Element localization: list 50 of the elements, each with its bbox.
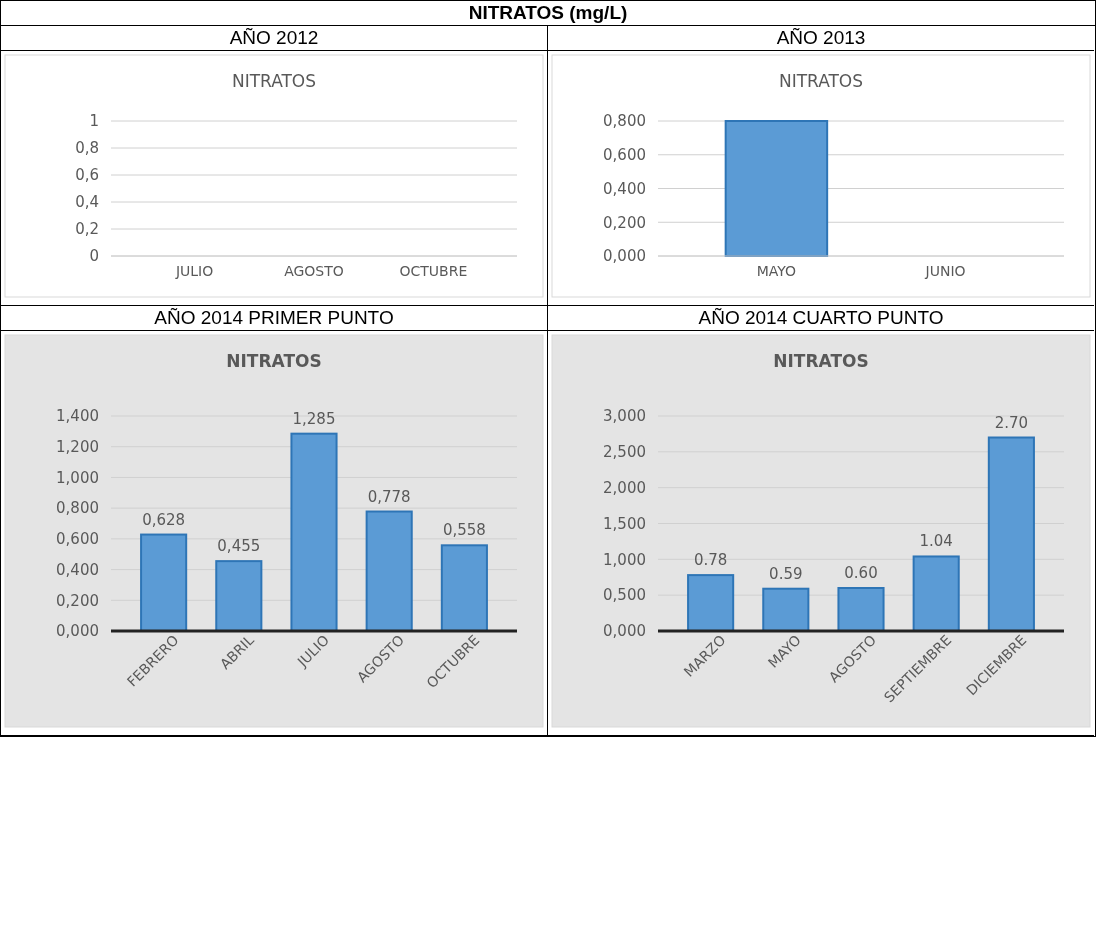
chart-title: NITRATOS: [773, 351, 869, 371]
data-label: 0,628: [142, 510, 186, 529]
y-tick-label: 0,200: [603, 213, 646, 232]
y-tick-label: 0,2: [75, 220, 99, 239]
x-tick-label: JULIO: [174, 262, 214, 279]
y-tick-label: 1,000: [603, 550, 646, 569]
y-tick-label: 0,800: [603, 112, 646, 131]
data-label: 0,558: [442, 521, 486, 540]
data-label: 0.59: [769, 564, 803, 583]
y-tick-label: 0,6: [75, 166, 99, 185]
chart-subtitle: AÑO 2013: [548, 26, 1094, 51]
y-tick-label: 0,400: [603, 179, 646, 198]
x-tick-label: OCTUBRE: [399, 262, 468, 279]
data-label: 0,455: [217, 537, 261, 556]
y-tick-label: 0,4: [75, 193, 99, 212]
y-tick-label: 0,500: [603, 586, 646, 605]
data-label: 2.70: [994, 413, 1029, 432]
y-tick-label: 1,500: [603, 514, 646, 533]
text: NITRATOS (mg/L): [1, 1, 1095, 26]
y-tick-label: 3,000: [603, 407, 646, 426]
y-tick-label: 0,600: [603, 146, 646, 165]
data-label: 0,778: [367, 487, 411, 506]
x-tick-label: AGOSTO: [284, 262, 344, 279]
data-label: 1.04: [919, 532, 953, 551]
y-tick-label: 0,000: [56, 622, 99, 641]
x-tick-label: JUNIO: [924, 262, 966, 279]
y-tick-label: 1,400: [56, 407, 99, 426]
y-tick-label: 1,200: [56, 438, 99, 457]
chart-subtitle: AÑO 2014 PRIMER PUNTO: [1, 306, 547, 331]
chart-title: NITRATOS: [226, 351, 322, 371]
y-tick-label: 0,400: [56, 560, 99, 579]
chart-subtitle: AÑO 2012: [1, 26, 547, 51]
data-label: 0.78: [693, 551, 728, 570]
y-tick-label: 0,8: [75, 139, 99, 158]
y-tick-label: 1,000: [56, 468, 99, 487]
y-tick-label: 0,800: [56, 499, 99, 518]
chart-subtitle: AÑO 2014 CUARTO PUNTO: [548, 306, 1094, 331]
x-tick-label: MAYO: [756, 262, 797, 279]
y-tick-label: 2,000: [603, 478, 646, 497]
y-tick-label: 2,500: [603, 443, 646, 462]
y-tick-label: 1: [89, 112, 99, 131]
chart-title: NITRATOS: [778, 71, 864, 91]
data-label: 1,285: [292, 409, 336, 428]
chart-title: NITRATOS: [231, 71, 317, 91]
y-tick-label: 0,600: [56, 530, 99, 549]
y-tick-label: 0: [89, 247, 99, 266]
data-label: 0.60: [844, 564, 878, 582]
y-tick-label: 0,200: [56, 591, 99, 610]
y-tick-label: 0,000: [603, 247, 646, 266]
y-tick-label: 0,000: [603, 622, 646, 641]
